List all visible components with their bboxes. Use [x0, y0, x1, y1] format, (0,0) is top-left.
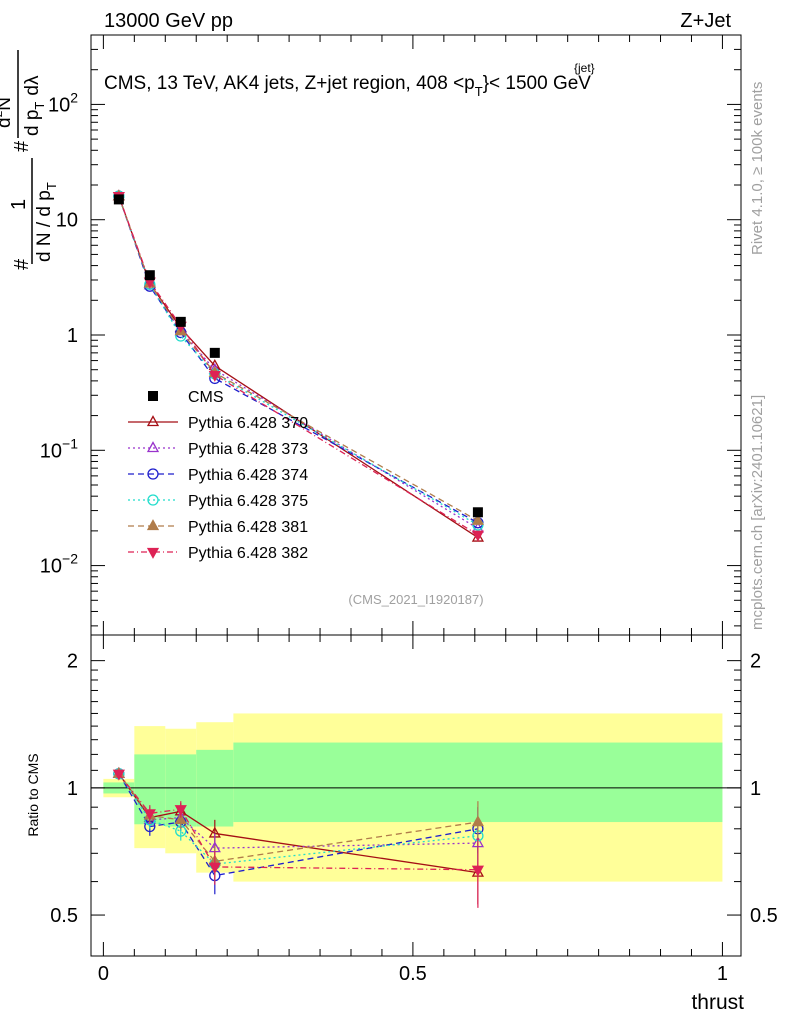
- data-point: [209, 347, 220, 358]
- legend-marker: [148, 391, 158, 401]
- data-points: [113, 194, 483, 518]
- series-point-ratio: [471, 815, 485, 827]
- chart-title-prefix: CMS, 13 TeV, AK4 jets, Z+jet region, 408…: [104, 73, 475, 94]
- legend-label: Pythia 6.428 381: [188, 519, 308, 536]
- ratio-uncertainty-bands: [91, 713, 741, 882]
- ylabel-one: 1: [8, 199, 30, 210]
- x-tick-label: 1: [717, 963, 728, 985]
- ylabel-hash-1: #: [11, 258, 33, 270]
- upper-y-axis-label: # 1 d N / d pT # d2N d pTdλ: [0, 50, 59, 270]
- chart-title-sup: {jet}: [574, 61, 595, 75]
- data-point: [144, 270, 155, 281]
- legend-label: Pythia 6.428 374: [188, 467, 308, 484]
- legend: CMS Pythia 6.428 370 Pythia 6.428 373 Pythi…: [128, 389, 308, 562]
- y-tick-label-lower-right: 1: [750, 778, 761, 800]
- legend-entry-2: Pythia 6.428 373: [128, 441, 308, 458]
- watermark: (CMS_2021_I1920187): [348, 592, 483, 607]
- svg-text:#: #: [11, 258, 33, 270]
- legend-label: Pythia 6.428 382: [188, 545, 308, 562]
- legend-entry-0: CMS: [148, 389, 224, 406]
- x-tick-label: 0: [98, 963, 109, 985]
- legend-marker: [146, 441, 160, 453]
- legend-label: CMS: [188, 389, 224, 406]
- y-tick-label-lower-left: 1: [67, 778, 78, 800]
- lower-y-axis-label: Ratio to CMS: [25, 753, 41, 836]
- chart-title: CMS, 13 TeV, AK4 jets, Z+jet region, 408…: [104, 73, 591, 99]
- legend-marker: [147, 494, 159, 506]
- data-point: [175, 316, 186, 327]
- ylabel-dpt-dlam: d pTdλ: [22, 75, 47, 136]
- y-tick-label-upper: 10−1: [40, 435, 78, 462]
- header-left: 13000 GeV pp: [104, 10, 233, 32]
- series-line-upper: [118, 195, 479, 526]
- legend-entry-4: Pythia 6.428 375: [128, 493, 308, 510]
- y-tick-label-upper: 10−2: [40, 551, 78, 578]
- series-point-upper: [471, 530, 485, 542]
- x-axis-label: thrust: [691, 991, 744, 1014]
- side-label-top: Rivet 4.1.0, ≥ 100k events: [749, 82, 766, 255]
- y-tick-label-upper: 1: [67, 325, 78, 347]
- y-tick-label-lower-left: 2: [67, 651, 78, 673]
- data-point: [113, 194, 124, 205]
- series-line-upper: [118, 195, 479, 539]
- ylabel-d2n: d2N: [0, 97, 15, 128]
- chart-title-suffix: }< 1500 GeV: [483, 73, 592, 94]
- series-layer: [112, 189, 485, 908]
- y-tick-label-lower-right: 0.5: [750, 905, 778, 927]
- series-point-ratio: [471, 865, 485, 877]
- legend-entry-1: Pythia 6.428 370: [128, 415, 308, 432]
- legend-label: Pythia 6.428 370: [188, 415, 308, 432]
- y-tick-label-lower-right: 2: [750, 651, 761, 673]
- series-point-ratio: [208, 862, 221, 874]
- legend-marker: [146, 519, 160, 531]
- series-point-ratio: [112, 769, 125, 781]
- legend-entry-6: Pythia 6.428 382: [128, 545, 308, 562]
- legend-label: Pythia 6.428 373: [188, 441, 308, 458]
- legend-entry-3: Pythia 6.428 374: [128, 467, 308, 484]
- series-point-ratio: [174, 813, 187, 824]
- lower-plot-frame: [90, 634, 742, 957]
- y-tick-label-lower-left: 0.5: [50, 905, 78, 927]
- legend-entry-5: Pythia 6.428 381: [128, 519, 308, 536]
- y-tick-label-upper: 102: [48, 89, 78, 116]
- series-point-upper: [208, 370, 221, 382]
- legend-marker: [146, 415, 160, 427]
- data-point: [472, 507, 483, 518]
- svg-text:#: #: [11, 140, 33, 152]
- header-right: Z+Jet: [680, 10, 731, 32]
- series-point-ratio: [143, 809, 156, 821]
- axis-ticks: 0 0.5 1 10−2 10−1 1 10 102 0.5 0.5 1 1 2 2: [40, 34, 778, 985]
- legend-marker: [146, 547, 160, 559]
- y-tick-label-upper: 10: [56, 210, 78, 232]
- ylabel-hash-2: #: [11, 140, 33, 152]
- chart-title-sub: T: [475, 84, 483, 99]
- side-label-bottom: mcplots.cern.ch [arXiv:2401.10621]: [749, 395, 766, 630]
- series-point-upper: [471, 513, 485, 525]
- series-point-ratio: [174, 805, 187, 817]
- legend-label: Pythia 6.428 375: [188, 493, 308, 510]
- legend-marker: [147, 468, 159, 480]
- x-tick-label: 0.5: [399, 963, 427, 985]
- ylabel-dndpt: d N / d pT: [34, 182, 59, 262]
